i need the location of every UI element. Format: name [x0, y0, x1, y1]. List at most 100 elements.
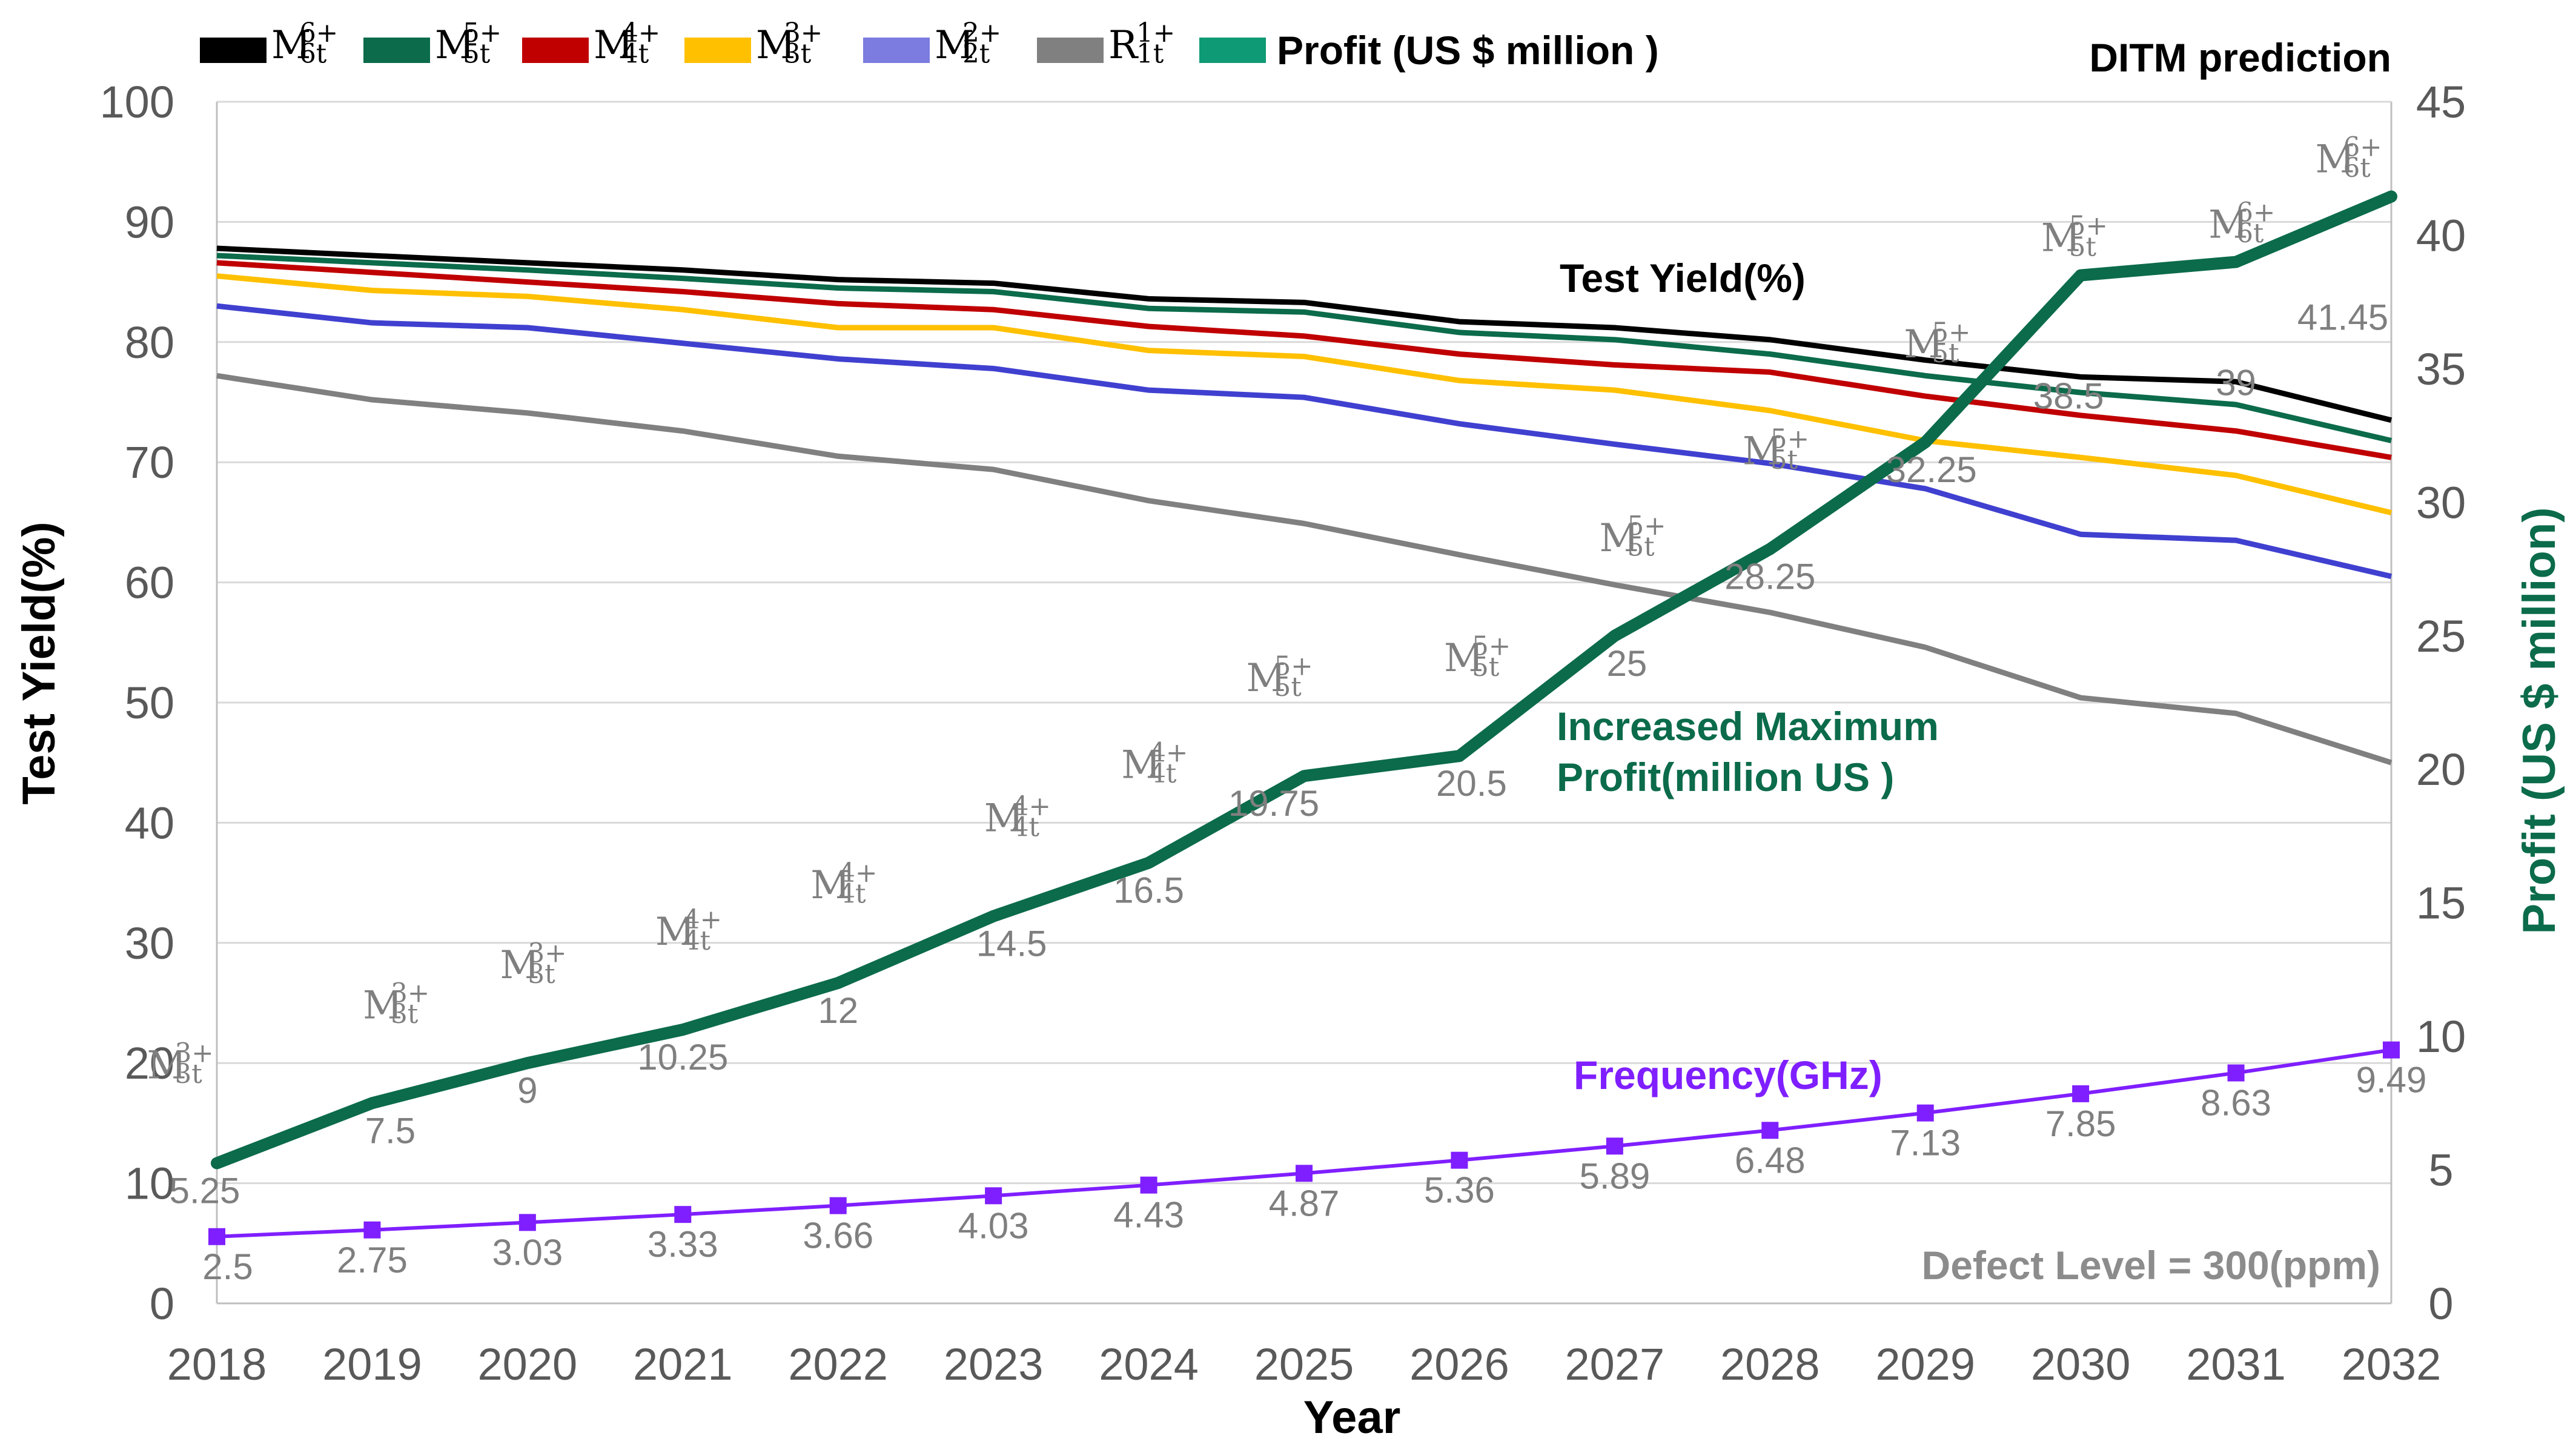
yield-line-3t — [216, 273, 2393, 515]
profit-model-2025-sup: 5+ — [1274, 651, 1313, 681]
legend-label-2t-base: M — [935, 23, 975, 68]
annotation-profit-line2: Profit(million US ) — [1557, 755, 1894, 799]
frequency-marker-2019 — [363, 1221, 381, 1239]
profit-label-2026: 20.5 — [1436, 763, 1507, 804]
y-left-tick-60: 60 — [125, 558, 174, 608]
profit-model-2021-sub: 4t — [683, 926, 711, 956]
y-left-tick-0: 0 — [150, 1279, 174, 1329]
profit-model-2029-sup: 5+ — [1932, 317, 1970, 348]
frequency-marker-2031 — [2227, 1064, 2245, 1082]
frequency-marker-2022 — [829, 1197, 847, 1214]
frequency-marker-2018 — [208, 1228, 225, 1245]
y-axis-title-right: Profit (US $ million) — [2514, 507, 2565, 934]
legend-label-5t-base: M — [435, 23, 475, 68]
y-left-tick-50: 50 — [125, 678, 174, 728]
profit-model-2031-base: M — [2208, 203, 2248, 248]
x-tick-2025: 2025 — [1254, 1339, 1354, 1389]
profit-model-2020-sub: 3t — [528, 959, 555, 990]
y-right-tick-10: 10 — [2416, 1011, 2466, 1062]
frequency-marker-2023 — [985, 1187, 1002, 1205]
legend-label-1t-base: R — [1108, 23, 1139, 68]
frequency-label-2023: 4.03 — [958, 1205, 1029, 1246]
profit-model-2024: M4+4t — [1121, 738, 1188, 790]
profit-model-2018-sub: 3t — [175, 1059, 203, 1090]
profit-model-2021-sup: 4+ — [683, 905, 722, 935]
frequency-line — [208, 1041, 2400, 1245]
profit-model-2018: M3+3t — [147, 1039, 214, 1090]
legend-label-5t-sub: 5t — [463, 39, 491, 70]
profit-model-2027-sup: 5+ — [1627, 511, 1666, 541]
profit-model-2022-base: M — [810, 863, 850, 908]
y-right-tick-30: 30 — [2416, 477, 2466, 528]
profit-label-2024: 16.5 — [1113, 870, 1184, 911]
profit-model-2020-base: M — [500, 943, 540, 988]
y-left-tick-80: 80 — [125, 317, 174, 368]
frequency-label-2027: 5.89 — [1579, 1156, 1650, 1196]
gridlines — [217, 101, 2391, 1185]
legend-label-4t-base: M — [594, 23, 634, 68]
legend-label-3t-sup: 3+ — [784, 18, 823, 48]
frequency-label-2028: 6.48 — [1735, 1140, 1806, 1180]
profit-model-2019-base: M — [363, 983, 403, 1028]
profit-model-2019: M3+3t — [363, 978, 429, 1030]
legend-label-4t: M4+4t — [594, 18, 660, 70]
annotation-profit-line1: Increased Maximum — [1557, 704, 1939, 749]
annotation-frequency: Frequency(GHz) — [1574, 1053, 1883, 1097]
profit-model-2029: M5+5t — [1904, 317, 1970, 369]
profit-model-2023-base: M — [984, 796, 1024, 841]
profit-model-2030-base: M — [2041, 216, 2081, 261]
legend-label-6t: M6+6t — [271, 18, 338, 70]
frequency-label-2021: 3.33 — [647, 1224, 718, 1265]
y-right-tick-15: 15 — [2416, 878, 2466, 928]
profit-model-2020: M3+3t — [500, 938, 566, 990]
profit-model-2028-base: M — [1743, 429, 1783, 474]
legend-swatch-profit — [1199, 38, 1266, 63]
x-tick-2029: 2029 — [1875, 1339, 1975, 1389]
frequency-marker-2021 — [674, 1206, 692, 1223]
profit-model-2026: M5+5t — [1444, 631, 1511, 683]
legend-label-1t-sup: 1+ — [1136, 18, 1175, 48]
data-labels: 2.5 2.75 3.03 3.33 3.66 4.03 4.43 4.87 5.36 5.89 6… — [147, 133, 2427, 1287]
profit-label-2025: 19.75 — [1228, 783, 1319, 824]
legend-label-3t-base: M — [756, 23, 796, 68]
x-tick-2022: 2022 — [788, 1339, 888, 1389]
profit-model-2028-sub: 5t — [1770, 445, 1798, 475]
legend-swatch-1t — [1037, 38, 1104, 63]
y-right-tick-40: 40 — [2416, 210, 2466, 260]
profit-model-2018-sup: 3+ — [175, 1039, 214, 1069]
frequency-label-2026: 5.36 — [1424, 1170, 1495, 1211]
profit-model-2027-base: M — [1599, 516, 1639, 561]
profit-model-2025-sub: 5t — [1274, 672, 1302, 703]
y-right-tick-20: 20 — [2416, 744, 2466, 795]
frequency-marker-2024 — [1140, 1176, 1157, 1194]
legend-label-2t-sup: 2+ — [962, 18, 1001, 48]
frequency-label-2025: 4.87 — [1269, 1183, 1340, 1223]
profit-model-2026-sup: 5+ — [1472, 631, 1511, 661]
y-right-tick-25: 25 — [2416, 611, 2466, 661]
profit-model-2030-sub: 5t — [2069, 232, 2097, 262]
legend: M6+6t M5+5t M4+4t M3+3t M2+2t R1+1t Profit (US… — [200, 18, 1659, 73]
profit-model-2031-sup: 6+ — [2236, 198, 2275, 228]
profit-model-2025-base: M — [1247, 656, 1286, 701]
legend-label-2t: M2+2t — [935, 18, 1001, 70]
profit-model-2018-base: M — [147, 1044, 187, 1088]
frequency-marker-2025 — [1296, 1165, 1313, 1182]
legend-swatch-4t — [522, 38, 589, 63]
x-tick-2027: 2027 — [1565, 1339, 1665, 1389]
profit-label-2022: 12 — [818, 990, 858, 1031]
frequency-marker-2027 — [1606, 1137, 1623, 1155]
profit-model-2026-base: M — [1444, 636, 1484, 681]
x-tick-2024: 2024 — [1099, 1339, 1199, 1389]
y-left-tick-90: 90 — [125, 197, 174, 247]
y-left-tick-20: 20 — [125, 1038, 174, 1088]
x-tick-2032: 2032 — [2342, 1339, 2442, 1389]
profit-model-2031: M6+6t — [2208, 198, 2275, 250]
x-tick-2023: 2023 — [944, 1339, 1044, 1389]
x-tick-2030: 2030 — [2031, 1339, 2131, 1389]
profit-polyline — [211, 190, 2397, 1170]
profit-line — [211, 190, 2397, 1170]
axes: 0102030405060708090100051015202530354045… — [100, 77, 2466, 1389]
profit-label-2023: 14.5 — [976, 924, 1047, 964]
annotation-defect-level: Defect Level = 300(ppm) — [1922, 1243, 2380, 1288]
